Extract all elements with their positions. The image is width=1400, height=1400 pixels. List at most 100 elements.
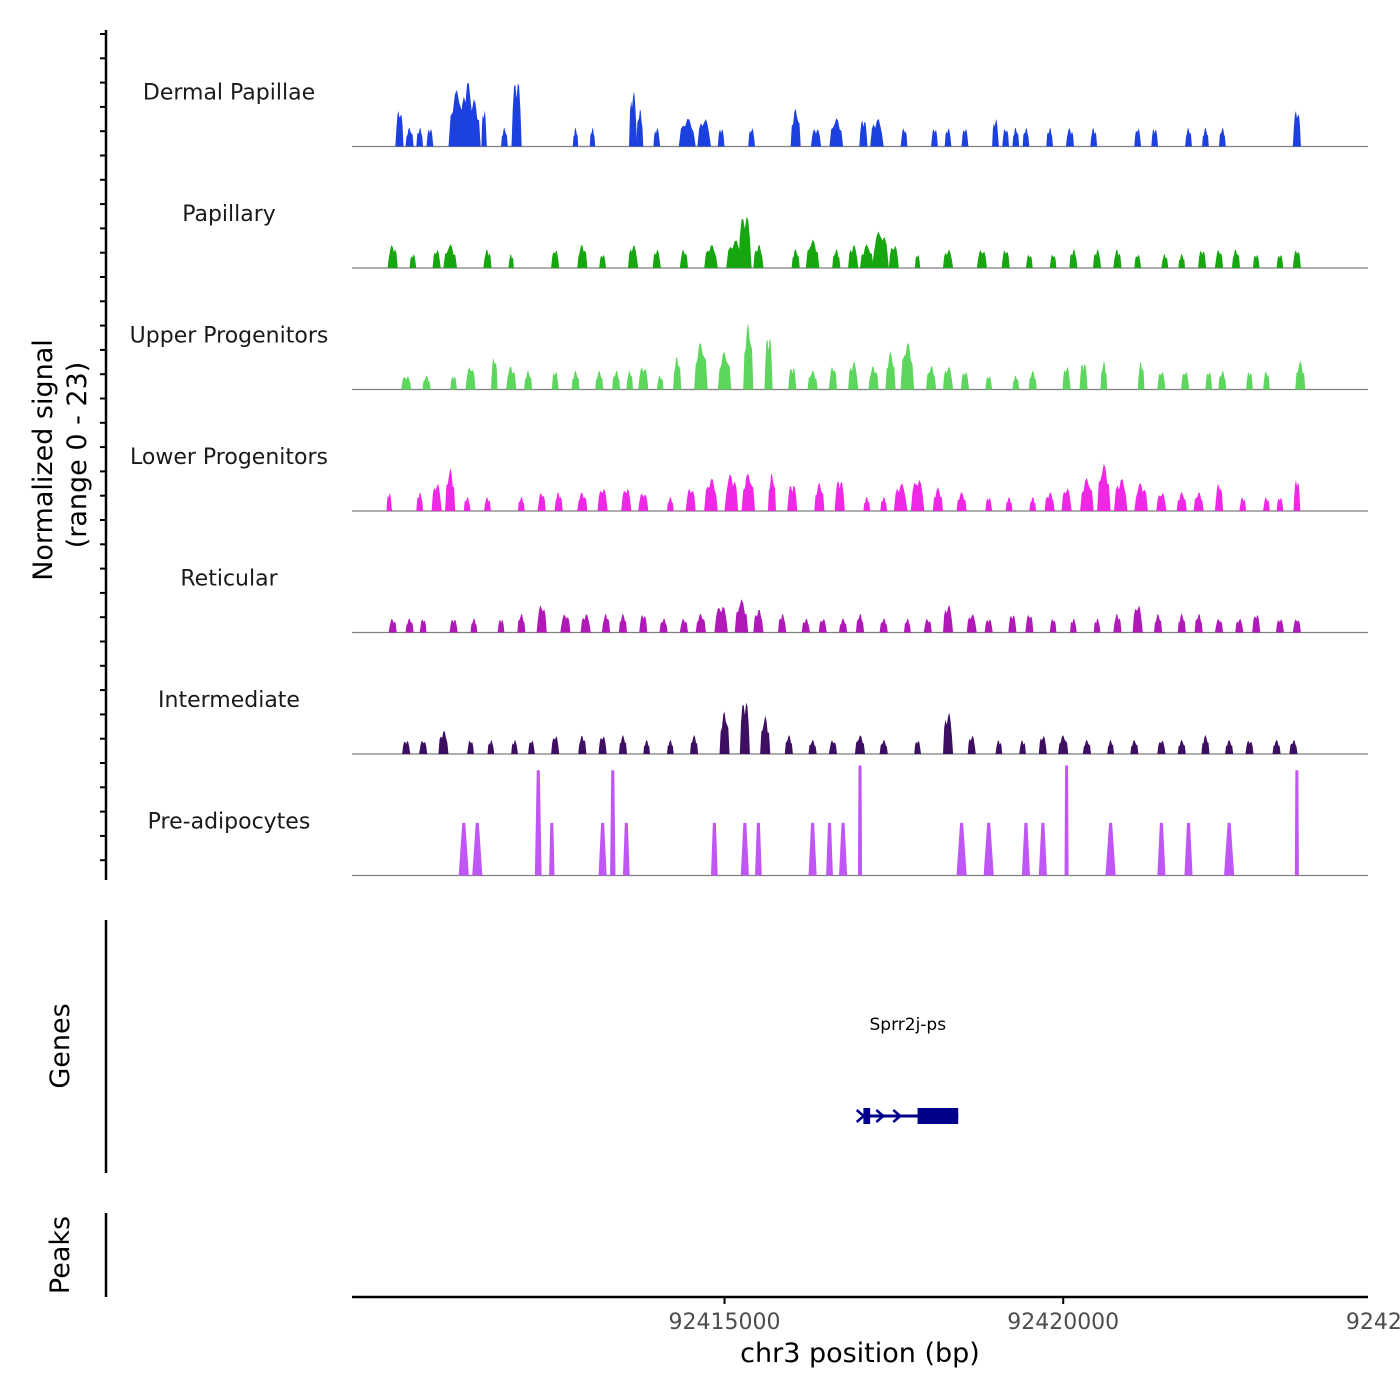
coverage-peak xyxy=(578,735,587,754)
coverage-peak xyxy=(753,609,764,633)
coverage-peak xyxy=(1012,375,1020,390)
coverage-peak xyxy=(1022,128,1030,147)
coverage-peak xyxy=(1193,492,1204,511)
coverage-peak xyxy=(636,109,644,147)
coverage-peak xyxy=(828,740,837,754)
coverage-peak xyxy=(419,619,427,633)
coverage-peak xyxy=(1044,492,1055,511)
coverage-peak xyxy=(501,127,508,147)
coverage-peak xyxy=(622,822,630,876)
coverage-peak xyxy=(1134,254,1142,268)
x-axis-title: chr3 position (bp) xyxy=(740,1338,980,1369)
coverage-peak xyxy=(854,735,866,754)
coverage-peak xyxy=(1177,613,1186,633)
coverage-peak xyxy=(467,740,474,754)
coverage-peak xyxy=(653,128,661,147)
y-axis-title: Normalized signal (range 0 - 23) xyxy=(28,339,93,581)
coverage-peak xyxy=(1181,371,1190,390)
coverage-peak xyxy=(828,366,837,390)
coverage-peak xyxy=(628,245,639,268)
coverage-peak xyxy=(1001,250,1010,268)
coverage-peak xyxy=(1062,366,1071,390)
coverage-peak xyxy=(409,254,417,268)
coverage-peak xyxy=(431,483,442,511)
coverage-peak xyxy=(748,128,756,147)
coverage-peak xyxy=(992,119,999,147)
coverage-peak xyxy=(868,366,879,390)
coverage-peak xyxy=(961,128,969,147)
coverage-peak xyxy=(814,482,825,511)
coverage-peak xyxy=(839,822,848,876)
coverage-peak xyxy=(984,619,993,633)
coverage-peak xyxy=(589,127,596,147)
coverage-peak xyxy=(618,734,627,754)
coverage-peak xyxy=(879,739,888,754)
coverage-peak xyxy=(422,375,431,390)
coverage-peak xyxy=(484,497,491,511)
coverage-peak xyxy=(694,342,708,390)
coverage-peak xyxy=(1113,614,1122,633)
coverage-peak xyxy=(1061,488,1072,511)
x-axis: 92415000 92420000 92425000 xyxy=(352,1295,1400,1335)
coverage-peak xyxy=(1113,249,1122,268)
coverage-peak xyxy=(738,216,752,268)
coverage-peak xyxy=(1132,605,1143,633)
coverage-peak xyxy=(652,249,661,268)
track-dermal-papillae: Dermal Papillae xyxy=(143,81,1368,148)
coverage-peak xyxy=(1049,619,1057,633)
coverage-peak xyxy=(1021,822,1031,876)
coverage-peak xyxy=(848,362,859,390)
coverage-peak xyxy=(871,231,889,268)
coverage-peak xyxy=(528,740,535,754)
coverage-peak xyxy=(784,735,793,754)
coverage-peak xyxy=(679,249,688,268)
coverage-peak xyxy=(710,822,718,876)
coverage-peak xyxy=(995,740,1003,754)
coverage-peak xyxy=(860,244,874,268)
coverage-peak xyxy=(465,366,476,390)
coverage-peak xyxy=(554,492,563,511)
coverage-peak xyxy=(923,618,932,633)
coverage-peak xyxy=(689,734,699,754)
coverage-peak xyxy=(704,479,718,511)
coverage-peak xyxy=(914,254,921,268)
coverage-peak xyxy=(487,740,495,754)
coverage-peak xyxy=(1029,496,1037,511)
coverage-peak xyxy=(450,376,457,390)
coverage-peak xyxy=(449,619,458,633)
coverage-peak xyxy=(695,613,706,633)
coverage-peak xyxy=(1093,249,1102,268)
coverage-peak xyxy=(885,351,896,390)
y-axis-range-label: (range 0 - 23) xyxy=(62,362,93,549)
coverage-peak xyxy=(402,741,411,754)
coverage-peak xyxy=(1105,822,1116,876)
coverage-peak xyxy=(791,249,800,268)
coverage-peak xyxy=(497,619,505,633)
track-label: Papillary xyxy=(182,202,276,227)
coverage-peak xyxy=(1134,483,1148,511)
coverage-peak xyxy=(598,822,607,876)
coverage-peak xyxy=(1028,370,1037,390)
coverage-peak xyxy=(517,613,526,633)
coverage-peak xyxy=(511,82,522,147)
coverage-peak xyxy=(790,108,801,147)
coverage-peak xyxy=(931,129,938,147)
coverage-peak xyxy=(1157,822,1166,876)
gene-exon xyxy=(863,1108,871,1124)
coverage-tracks: Dermal Papillae Papillary Upper Progenitor… xyxy=(130,81,1368,877)
coverage-peak xyxy=(1252,614,1261,633)
coverage-peak xyxy=(1263,371,1270,390)
coverage-peak xyxy=(900,342,915,390)
coverage-peak xyxy=(1218,127,1226,147)
coverage-peak xyxy=(1107,739,1114,754)
coverage-peak xyxy=(1194,613,1203,633)
track-pre-adipocytes: Pre-adipocytes xyxy=(148,765,1368,877)
coverage-peak xyxy=(1292,111,1301,147)
coverage-peak xyxy=(888,245,899,268)
coverage-peak xyxy=(638,493,649,511)
coverage-peak xyxy=(1218,370,1227,390)
coverage-peak xyxy=(944,128,952,147)
coverage-peak xyxy=(778,614,787,633)
coverage-peak xyxy=(1276,497,1284,511)
